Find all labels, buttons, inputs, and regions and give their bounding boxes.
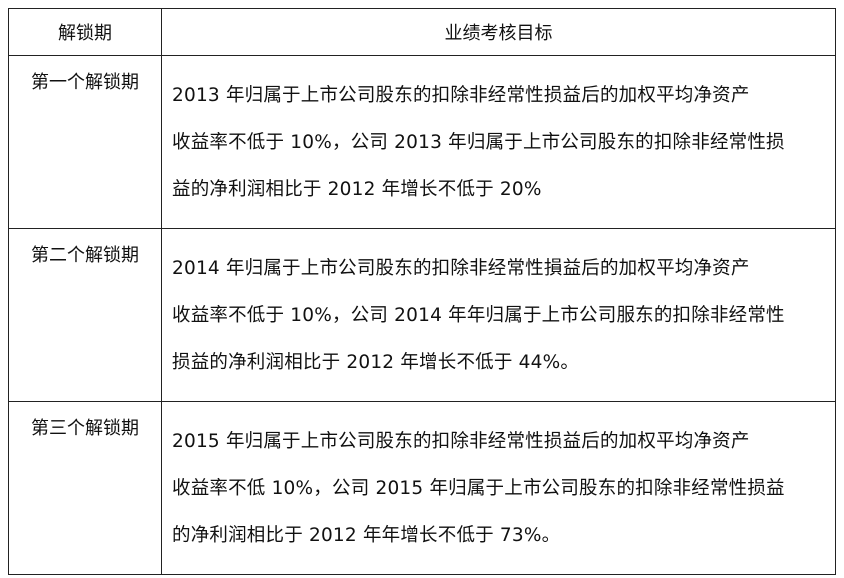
target-line: 益的净利润相比于 2012 年增长不低于 20% (172, 179, 542, 200)
table-row: 第一个解锁期 2013 年归属于上市公司股东的扣除非经常性损益后的加权平均净资产… (8, 55, 836, 229)
period-cell: 第二个解锁期 (8, 228, 162, 402)
target-line: 收益率不低于 10%，公司 2014 年年归属于上市公司服东的扣除非经常性 (172, 305, 785, 326)
target-line: 收益率不低于 10%，公司 2013 年归属于上市公司股东的扣除非经常性损 (172, 132, 785, 153)
table-row: 第三个解锁期 2015 年归属于上市公司股东的扣除非经常性损益后的加权平均净资产… (8, 401, 836, 575)
period-cell: 第三个解锁期 (8, 401, 162, 575)
target-line: 2014 年归属于上市公司股东的扣除非经常性損益后的加权平均净资产 (172, 258, 750, 279)
target-line: 收益率不低 10%，公司 2015 年归属于上市公司股东的扣除非经常性损益 (172, 478, 785, 499)
target-line: 2015 年归属于上市公司股东的扣除非经常性损益后的加权平均净资产 (172, 431, 750, 452)
target-cell: 2015 年归属于上市公司股东的扣除非经常性损益后的加权平均净资产 收益率不低 … (161, 401, 836, 575)
target-cell: 2013 年归属于上市公司股东的扣除非经常性损益后的加权平均净资产 收益率不低于… (161, 55, 836, 229)
table-row: 第二个解锁期 2014 年归属于上市公司股东的扣除非经常性損益后的加权平均净资产… (8, 228, 836, 402)
target-cell: 2014 年归属于上市公司股东的扣除非经常性損益后的加权平均净资产 收益率不低于… (161, 228, 836, 402)
header-target: 业绩考核目标 (161, 8, 836, 56)
header-period: 解锁期 (8, 8, 162, 56)
target-line: 损益的净利润相比于 2012 年增长不低于 44%。 (172, 352, 580, 373)
performance-table: 解锁期 业绩考核目标 第一个解锁期 2013 年归属于上市公司股东的扣除非经常性… (8, 8, 836, 575)
target-line: 的净利润相比于 2012 年年增长不低于 73%。 (172, 525, 561, 546)
period-cell: 第一个解锁期 (8, 55, 162, 229)
header-row: 解锁期 业绩考核目标 (8, 8, 836, 56)
target-line: 2013 年归属于上市公司股东的扣除非经常性损益后的加权平均净资产 (172, 85, 750, 106)
